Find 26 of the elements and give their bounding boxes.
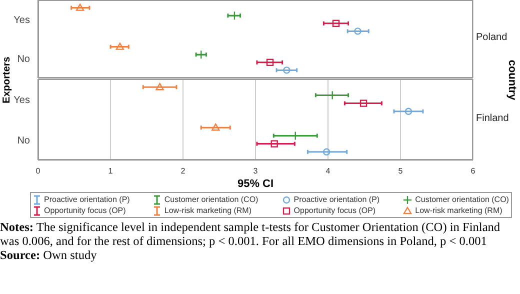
legend-label: Customer orientation (CO) bbox=[414, 194, 509, 205]
y-tick-label: Yes bbox=[14, 94, 30, 106]
legend-label: Proactive orientation (P) bbox=[43, 194, 130, 205]
x-tick-label: 0 bbox=[36, 166, 41, 176]
x-tick-label: 5 bbox=[398, 166, 404, 176]
y-tick-label: No bbox=[17, 54, 30, 66]
y2-axis-title: country bbox=[506, 60, 518, 100]
y-tick-label: No bbox=[17, 135, 30, 146]
text: Finland bbox=[476, 112, 509, 124]
legend-label: Proactive orientation (P) bbox=[292, 194, 380, 205]
x-tick-label: 2 bbox=[180, 166, 186, 176]
x-tick-label: 1 bbox=[108, 166, 114, 176]
legend-label: Customer orientation (CO) bbox=[163, 194, 258, 205]
y-axis-title: Exporters bbox=[2, 56, 12, 104]
legend-label: Opportunity focus (OP) bbox=[292, 205, 377, 216]
legend-label: Opportunity focus (OP) bbox=[43, 205, 127, 216]
y-tick-label: Yes bbox=[14, 15, 30, 26]
x-tick-label: 3 bbox=[253, 166, 258, 176]
source-note: Source: Own study bbox=[0, 248, 98, 262]
x-axis-title: 95% CI bbox=[236, 178, 275, 190]
text: Notes: The significance level in independent sample t-tests for Customer Orientation (CO) in Finland was 0.006, and for the rest of dimensions; p < 0.001. For all EMO dimensions in Poland, p < 0.001 bbox=[0, 220, 502, 248]
text: Poland bbox=[476, 32, 508, 43]
x-tick-label: 4 bbox=[326, 166, 331, 176]
x-tick-label: 6 bbox=[470, 166, 476, 176]
legend-label: Low-risk marketing (RM) bbox=[163, 205, 253, 216]
legend-label: Low-risk marketing (RM) bbox=[414, 205, 504, 216]
